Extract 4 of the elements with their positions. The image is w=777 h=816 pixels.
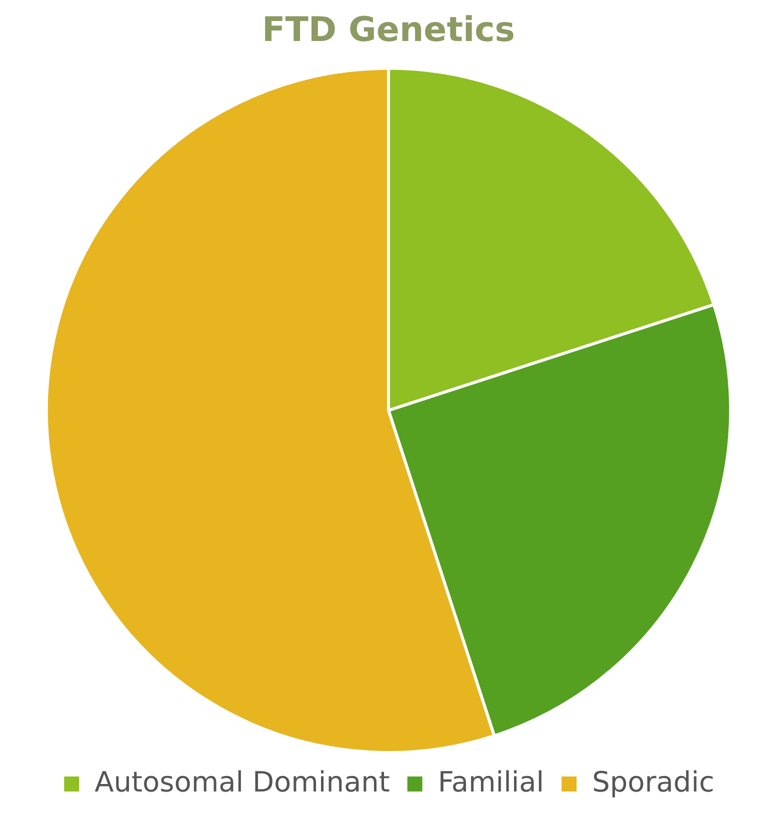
legend-label: Autosomal Dominant [94, 765, 390, 798]
legend-label: Familial [438, 765, 544, 798]
chart-title: FTD Genetics [262, 10, 516, 50]
legend-label: Sporadic [592, 765, 714, 798]
